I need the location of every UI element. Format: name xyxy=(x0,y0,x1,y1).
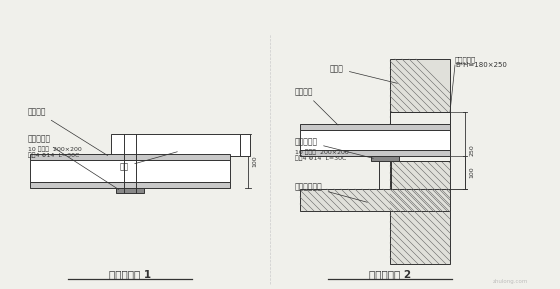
Bar xyxy=(390,112,450,161)
Text: 100: 100 xyxy=(469,167,474,178)
Bar xyxy=(30,154,230,160)
Bar xyxy=(30,182,230,188)
Bar xyxy=(240,134,250,156)
Bar xyxy=(390,59,450,264)
Text: 砼梁: 砼梁 xyxy=(120,152,178,171)
Text: 主梁槽钢: 主梁槽钢 xyxy=(28,107,108,155)
Bar xyxy=(300,124,450,130)
Text: 250: 250 xyxy=(469,144,474,156)
Text: 10 厚钢板  200×200
锚腿4 Φ14  L=30C: 10 厚钢板 200×200 锚腿4 Φ14 L=30C xyxy=(295,149,349,161)
Bar xyxy=(300,130,450,150)
Text: 斜撑预埋件: 斜撑预埋件 xyxy=(295,137,374,158)
Text: 砼梁（墙肢）: 砼梁（墙肢） xyxy=(295,182,367,202)
Bar xyxy=(116,188,144,193)
Text: 主梁槽钢: 主梁槽钢 xyxy=(295,87,338,125)
Text: 砼墙肢留洞: 砼墙肢留洞 xyxy=(455,56,476,63)
Bar xyxy=(300,189,450,211)
Text: B*H=180×250: B*H=180×250 xyxy=(455,62,507,68)
Text: 100: 100 xyxy=(252,155,257,167)
Text: 10 厚钢板  200×200
锚腿4 Φ14  L=30C: 10 厚钢板 200×200 锚腿4 Φ14 L=30C xyxy=(28,146,82,158)
Text: 斜撑预埋件: 斜撑预埋件 xyxy=(28,134,119,190)
Text: 主梁预埋件 1: 主梁预埋件 1 xyxy=(109,269,151,279)
Text: 砼墙肢: 砼墙肢 xyxy=(330,64,397,83)
Bar xyxy=(111,134,240,156)
Text: zhulong.com: zhulong.com xyxy=(492,279,528,284)
Text: 主梁预埋件 2: 主梁预埋件 2 xyxy=(369,269,411,279)
Bar xyxy=(390,112,450,161)
Bar xyxy=(300,150,450,156)
Bar xyxy=(371,156,399,161)
Bar xyxy=(30,160,230,182)
